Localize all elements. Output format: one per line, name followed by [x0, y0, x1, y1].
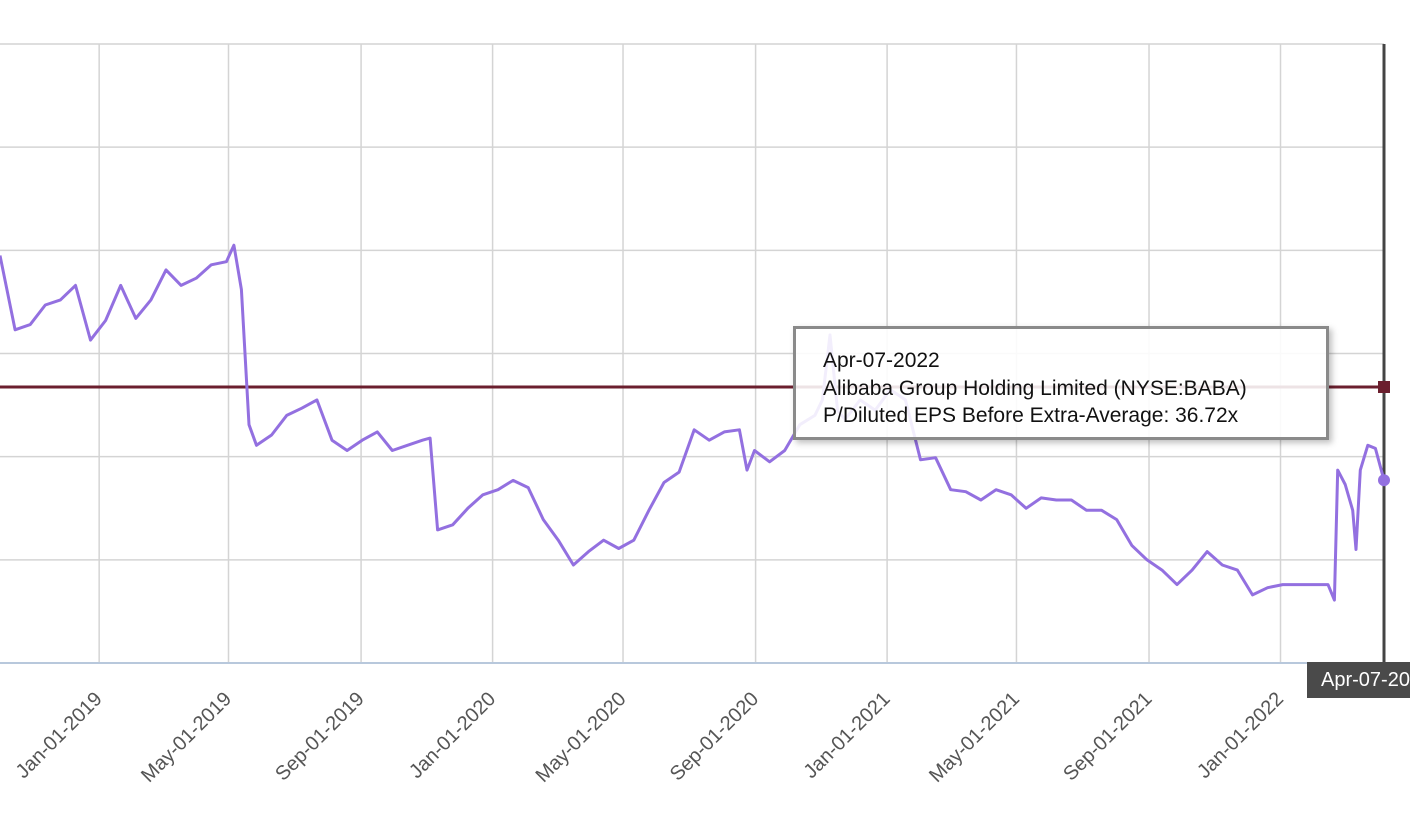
tooltip-metric: P/Diluted EPS Before Extra-Average: 36.7… — [823, 404, 1239, 427]
x-tick-label: May-01-2020 — [532, 688, 631, 787]
x-tick-label: Sep-01-2021 — [1059, 688, 1156, 785]
x-tick-label: Jan-01-2019 — [12, 688, 107, 783]
x-tick-label: Sep-01-2019 — [271, 688, 368, 785]
x-tick-label: May-01-2019 — [137, 688, 236, 787]
crosshair-label: Apr-07-2022 — [1307, 662, 1410, 698]
x-tick-label: Sep-01-2020 — [666, 688, 763, 785]
x-tick-label: Jan-01-2021 — [800, 688, 895, 783]
tooltip-date: Apr-07-2022 — [823, 349, 940, 372]
tooltip-series: Alibaba Group Holding Limited (NYSE:BABA… — [823, 376, 1247, 400]
series-line — [0, 243, 1386, 602]
x-tick-label: Jan-01-2022 — [1193, 688, 1288, 783]
tooltip: Apr-07-2022 Alibaba Group Holding Limite… — [793, 326, 1329, 440]
x-tick-label: May-01-2021 — [925, 688, 1024, 787]
crosshair-marker — [1378, 381, 1390, 393]
x-tick-label: Jan-01-2020 — [405, 688, 500, 783]
hover-point — [1378, 474, 1390, 487]
